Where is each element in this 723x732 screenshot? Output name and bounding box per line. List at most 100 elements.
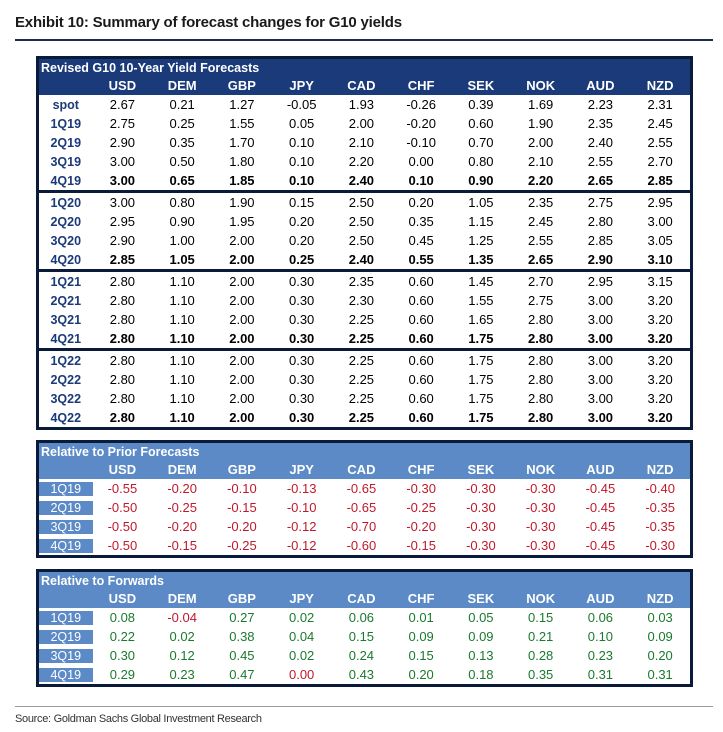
table-row: 4Q19 3.00 0.65 1.85 0.10 2.40 0.10 0.90 2.20 2.65… bbox=[39, 171, 690, 190]
value-cell-nzd: 3.10 bbox=[647, 252, 673, 267]
value-cell-chf: -0.10 bbox=[406, 135, 436, 150]
value-cell-dem: 1.10 bbox=[169, 274, 195, 289]
value-cell-jpy: 0.05 bbox=[288, 116, 315, 131]
value-cell-chf: 0.60 bbox=[408, 312, 434, 327]
value-cell-sek: 1.65 bbox=[468, 312, 494, 327]
value-cell-jpy: -0.13 bbox=[286, 481, 317, 496]
row-label: 1Q20 bbox=[50, 195, 82, 210]
value-cell-usd: 2.95 bbox=[109, 214, 136, 229]
row-label: 1Q22 bbox=[50, 353, 82, 368]
value-cell-jpy: 0.30 bbox=[288, 353, 315, 368]
value-cell-gbp: 1.55 bbox=[229, 116, 255, 131]
value-cell-chf: 0.00 bbox=[408, 154, 434, 169]
forecasts-body: spot 2.67 0.21 1.27 -0.05 1.93 -0.26 0.39 1.69 2.… bbox=[39, 95, 690, 427]
value-cell-jpy: 0.25 bbox=[288, 252, 315, 267]
value-cell-aud: 3.00 bbox=[587, 293, 614, 308]
value-cell-cad: -0.65 bbox=[346, 481, 377, 496]
table-row: 3Q19 -0.50 -0.20 -0.20 -0.12 -0.70 -0.20 -0.30 -… bbox=[39, 517, 690, 536]
value-cell-sek: 0.90 bbox=[468, 173, 494, 188]
value-cell-nzd: 3.00 bbox=[647, 214, 673, 229]
value-cell-gbp: 1.95 bbox=[229, 214, 255, 229]
value-cell-nzd: 2.70 bbox=[647, 154, 673, 169]
value-cell-cad: 2.50 bbox=[348, 233, 375, 248]
column-header-chf: CHF bbox=[407, 591, 435, 606]
value-cell-aud: 3.00 bbox=[587, 372, 614, 387]
value-cell-cad: 2.25 bbox=[348, 353, 375, 368]
column-header-nzd: NZD bbox=[646, 462, 674, 477]
column-header-chf: CHF bbox=[407, 462, 435, 477]
prior-forecasts-table: Relative to Prior Forecasts USD DEM GBP JPY… bbox=[36, 440, 693, 558]
value-cell-nok: 2.80 bbox=[527, 410, 554, 425]
value-cell-nzd: -0.35 bbox=[645, 500, 675, 515]
value-cell-sek: 1.75 bbox=[468, 391, 494, 406]
value-cell-sek: 0.80 bbox=[468, 154, 494, 169]
value-cell-dem: 0.90 bbox=[169, 214, 195, 229]
column-header-cad: CAD bbox=[347, 462, 376, 477]
value-cell-chf: 0.60 bbox=[408, 274, 434, 289]
footer-rule bbox=[15, 706, 713, 707]
table-row: 4Q21 2.80 1.10 2.00 0.30 2.25 0.60 1.75 2.80 3.00… bbox=[39, 329, 690, 348]
table-row: 3Q19 3.00 0.50 1.80 0.10 2.20 0.00 0.80 2.10 2.55… bbox=[39, 152, 690, 171]
value-cell-nzd: 2.55 bbox=[647, 135, 673, 150]
table-row: 2Q19 0.22 0.02 0.38 0.04 0.15 0.09 0.09 0.21 0.10… bbox=[39, 627, 690, 646]
value-cell-nzd: -0.40 bbox=[645, 481, 675, 496]
value-cell-usd: -0.50 bbox=[107, 538, 138, 553]
value-cell-sek: 1.25 bbox=[468, 233, 494, 248]
value-cell-gbp: 2.00 bbox=[229, 353, 255, 368]
value-cell-usd: 2.80 bbox=[109, 274, 136, 289]
table-row: 1Q21 2.80 1.10 2.00 0.30 2.35 0.60 1.45 2.70 2.95… bbox=[39, 272, 690, 291]
value-cell-jpy: 0.30 bbox=[288, 312, 315, 327]
value-cell-cad: -0.65 bbox=[346, 500, 377, 515]
value-cell-nzd: 0.20 bbox=[647, 648, 673, 663]
row-label: 3Q20 bbox=[50, 233, 82, 248]
row-group: 1Q20 3.00 0.80 1.90 0.15 2.50 0.20 1.05 2.35 2.75… bbox=[39, 190, 690, 269]
value-cell-cad: -0.60 bbox=[346, 538, 377, 553]
value-cell-jpy: -0.10 bbox=[286, 500, 317, 515]
column-header-usd: USD bbox=[108, 591, 137, 606]
value-cell-nzd: 2.95 bbox=[647, 195, 673, 210]
value-cell-aud: 2.80 bbox=[587, 214, 614, 229]
value-cell-dem: 0.25 bbox=[169, 116, 195, 131]
value-cell-usd: 3.00 bbox=[109, 195, 136, 210]
value-cell-cad: 2.25 bbox=[348, 312, 375, 327]
value-cell-dem: -0.15 bbox=[167, 538, 197, 553]
row-group: 1Q21 2.80 1.10 2.00 0.30 2.35 0.60 1.45 2.70 2.95… bbox=[39, 269, 690, 348]
table-row: 2Q19 2.90 0.35 1.70 0.10 2.10 -0.10 0.70 2.00 2.4… bbox=[39, 133, 690, 152]
value-cell-nzd: 3.20 bbox=[647, 312, 673, 327]
value-cell-dem: 1.10 bbox=[169, 372, 195, 387]
value-cell-aud: -0.45 bbox=[585, 481, 616, 496]
value-cell-gbp: 2.00 bbox=[229, 274, 255, 289]
value-cell-dem: 0.50 bbox=[169, 154, 195, 169]
value-cell-cad: 0.43 bbox=[348, 667, 375, 682]
value-cell-chf: 0.55 bbox=[408, 252, 434, 267]
value-cell-aud: 3.00 bbox=[587, 391, 614, 406]
value-cell-jpy: 0.10 bbox=[288, 173, 315, 188]
row-label: 1Q19 bbox=[39, 481, 93, 496]
value-cell-jpy: 0.20 bbox=[288, 214, 315, 229]
value-cell-nok: 1.90 bbox=[527, 116, 554, 131]
row-label: 3Q21 bbox=[50, 312, 82, 327]
value-cell-aud: 3.00 bbox=[587, 410, 614, 425]
value-cell-usd: 2.85 bbox=[109, 252, 136, 267]
value-cell-usd: 3.00 bbox=[109, 173, 136, 188]
value-cell-gbp: 1.70 bbox=[229, 135, 255, 150]
value-cell-cad: 2.00 bbox=[348, 116, 375, 131]
value-cell-nok: 2.70 bbox=[527, 274, 554, 289]
value-cell-jpy: 0.15 bbox=[288, 195, 315, 210]
row-label: 4Q19 bbox=[50, 173, 82, 188]
value-cell-chf: 0.60 bbox=[408, 331, 434, 346]
value-cell-usd: -0.50 bbox=[107, 519, 138, 534]
value-cell-cad: 2.30 bbox=[348, 293, 375, 308]
row-label: 2Q22 bbox=[50, 372, 82, 387]
value-cell-sek: 0.18 bbox=[468, 667, 494, 682]
value-cell-aud: 0.23 bbox=[587, 648, 614, 663]
table-row: 3Q22 2.80 1.10 2.00 0.30 2.25 0.60 1.75 2.80 3.00… bbox=[39, 389, 690, 408]
value-cell-usd: 2.80 bbox=[109, 312, 136, 327]
value-cell-sek: 1.75 bbox=[468, 372, 494, 387]
column-header-sek: SEK bbox=[467, 462, 495, 477]
value-cell-sek: -0.30 bbox=[466, 481, 496, 496]
value-cell-dem: 0.80 bbox=[169, 195, 195, 210]
value-cell-dem: -0.20 bbox=[167, 481, 197, 496]
column-headers: USD DEM GBP JPY CAD CHF SEK NOK AUD NZD bbox=[39, 76, 690, 95]
value-cell-gbp: 0.45 bbox=[229, 648, 255, 663]
